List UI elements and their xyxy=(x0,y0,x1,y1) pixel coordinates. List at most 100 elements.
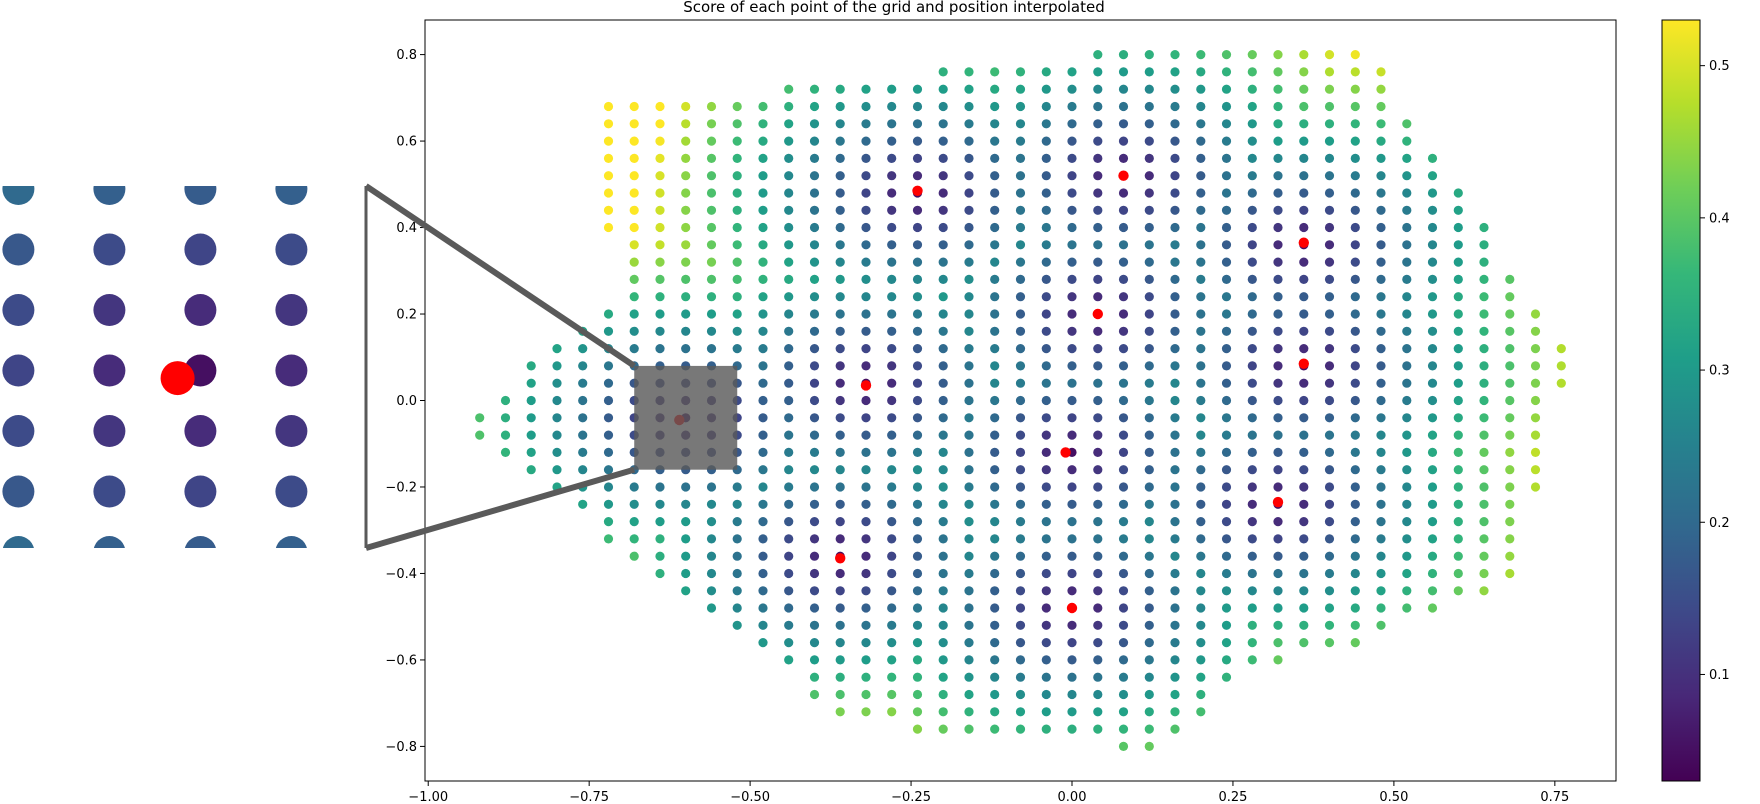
grid-point xyxy=(835,499,845,509)
grid-point xyxy=(706,586,717,596)
grid-point xyxy=(1505,274,1515,284)
grid-point xyxy=(1505,430,1515,440)
grid-point xyxy=(1093,672,1103,682)
grid-point xyxy=(681,551,691,561)
grid-point xyxy=(1350,292,1360,302)
grid-point xyxy=(526,361,536,371)
grid-point xyxy=(1299,205,1309,215)
grid-point xyxy=(1015,534,1026,544)
grid-point xyxy=(1118,430,1129,440)
grid-point xyxy=(1376,378,1386,388)
grid-point xyxy=(912,119,923,129)
grid-point xyxy=(835,707,845,717)
grid-point xyxy=(887,534,897,544)
grid-point xyxy=(1350,309,1360,319)
grid-point xyxy=(578,499,588,509)
interpolated-point xyxy=(860,380,872,391)
grid-point xyxy=(1170,84,1180,94)
grid-point xyxy=(887,257,897,267)
grid-point xyxy=(912,724,923,734)
grid-point xyxy=(1093,603,1103,613)
grid-point xyxy=(1015,638,1026,648)
grid-point xyxy=(1041,465,1051,475)
grid-point xyxy=(809,586,820,596)
grid-point xyxy=(1376,465,1386,475)
grid-point xyxy=(887,672,897,682)
grid-point xyxy=(1067,257,1077,267)
grid-point xyxy=(1093,655,1103,665)
grid-point xyxy=(603,119,614,129)
x-tick-label: −0.50 xyxy=(730,790,770,804)
grid-point xyxy=(1221,222,1232,233)
grid-point xyxy=(1144,534,1154,544)
grid-point xyxy=(1221,101,1232,112)
grid-point xyxy=(964,222,974,233)
y-tick-label: −0.6 xyxy=(385,653,417,668)
grid-point xyxy=(1299,482,1309,492)
grid-point xyxy=(861,205,871,215)
grid-point xyxy=(1299,309,1309,319)
grid-point xyxy=(964,361,974,371)
grid-point xyxy=(861,534,871,544)
grid-point xyxy=(758,499,768,509)
grid-point xyxy=(784,586,794,596)
grid-point xyxy=(1067,101,1077,112)
grid-point xyxy=(1144,655,1154,665)
grid-point xyxy=(912,655,923,665)
grid-point xyxy=(706,257,717,267)
grid-point xyxy=(681,309,691,319)
grid-point xyxy=(1453,344,1463,354)
grid-point xyxy=(1144,707,1154,717)
grid-point xyxy=(1041,257,1051,267)
grid-point xyxy=(1015,274,1026,284)
grid-point xyxy=(887,188,897,198)
grid-point xyxy=(809,84,820,94)
grid-point xyxy=(809,517,820,527)
grid-point xyxy=(938,222,948,233)
grid-point xyxy=(1350,534,1360,544)
grid-point xyxy=(629,326,639,336)
grid-point xyxy=(1196,689,1206,700)
grid-point xyxy=(578,378,588,388)
grid-point xyxy=(1530,309,1541,319)
grid-point xyxy=(1350,274,1360,284)
grid-point xyxy=(835,222,845,233)
grid-point xyxy=(603,205,614,215)
grid-point xyxy=(1041,482,1051,492)
grid-point xyxy=(1067,171,1077,181)
grid-point xyxy=(1118,344,1129,354)
colorbar-tick-label: 0.2 xyxy=(1709,516,1730,531)
grid-point xyxy=(1118,638,1129,648)
grid-point xyxy=(990,447,1000,457)
grid-point xyxy=(1427,499,1438,509)
grid-point xyxy=(1144,672,1154,682)
grid-point xyxy=(1144,257,1154,267)
grid-point xyxy=(1144,741,1154,752)
grid-point xyxy=(1427,361,1438,371)
grid-point xyxy=(938,119,948,129)
grid-point xyxy=(809,655,820,665)
grid-point xyxy=(1015,551,1026,561)
grid-point xyxy=(1530,465,1541,475)
grid-point xyxy=(861,153,871,163)
grid-point xyxy=(681,171,691,181)
grid-point xyxy=(938,171,948,181)
grid-point xyxy=(1350,344,1360,354)
grid-point xyxy=(552,430,562,440)
grid-point xyxy=(964,620,974,630)
grid-point xyxy=(887,222,897,233)
grid-point xyxy=(1273,517,1283,527)
grid-point xyxy=(964,326,974,336)
grid-point xyxy=(1221,50,1232,60)
grid-point xyxy=(1170,344,1180,354)
grid-point xyxy=(1427,240,1438,250)
x-tick-label: 0.00 xyxy=(1058,790,1087,804)
grid-point xyxy=(706,119,717,129)
grid-point xyxy=(784,309,794,319)
colorbar-tick-label: 0.4 xyxy=(1709,211,1730,226)
grid-point xyxy=(1376,586,1386,596)
grid-point xyxy=(990,67,1000,77)
grid-point xyxy=(861,257,871,267)
grid-point xyxy=(1144,603,1154,613)
grid-point xyxy=(1376,136,1386,146)
